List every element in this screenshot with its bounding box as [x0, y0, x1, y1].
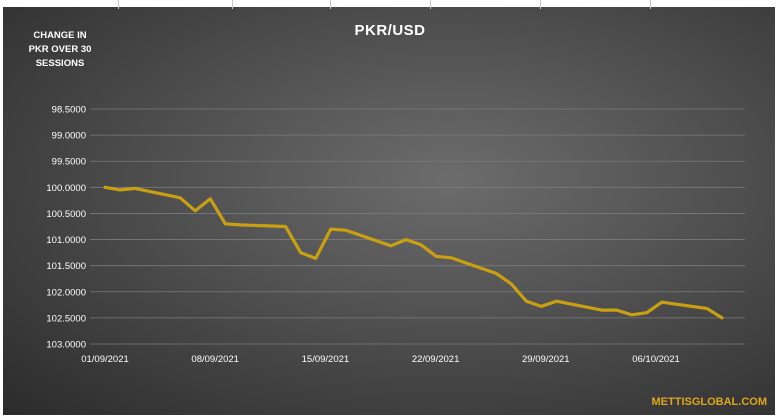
- gridlines: [90, 108, 745, 345]
- top-edge-tick: [118, 0, 119, 9]
- series-layer: [103, 185, 724, 320]
- data-point: [555, 300, 558, 303]
- x-tick-label: 29/09/2021: [522, 354, 570, 365]
- y-tick-label: 103.0000: [46, 340, 86, 351]
- data-point: [209, 197, 212, 200]
- data-point: [344, 229, 347, 232]
- data-point: [660, 301, 663, 304]
- y-axis-label-line: SESSIONS: [36, 58, 85, 69]
- data-point: [284, 225, 287, 228]
- data-point: [510, 282, 513, 286]
- chart-title: PKR/USD: [354, 22, 425, 39]
- y-axis-label-line: PKR OVER 30: [29, 44, 92, 55]
- data-point: [389, 244, 393, 247]
- data-point: [239, 223, 242, 227]
- y-tick-label: 100.0000: [46, 183, 86, 194]
- data-point: [495, 272, 498, 275]
- y-tick-label: 102.0000: [46, 287, 86, 298]
- data-point: [103, 186, 107, 189]
- top-edge-tick: [232, 0, 233, 9]
- data-point: [314, 257, 317, 260]
- y-tick-label: 101.5000: [46, 261, 86, 272]
- y-axis-ticks: 98.5000 99.0000 99.5000 100.0000 100.5000 101…: [46, 105, 86, 351]
- data-point: [299, 251, 302, 254]
- top-edge-tick: [430, 0, 431, 9]
- top-edge-tick: [650, 0, 651, 9]
- x-tick-label: 06/10/2021: [632, 354, 680, 365]
- data-point: [329, 227, 332, 231]
- data-point: [434, 255, 438, 258]
- data-point: [449, 256, 453, 259]
- data-point: [133, 187, 137, 190]
- data-point: [720, 316, 724, 320]
- data-point: [404, 238, 408, 241]
- y-tick-label: 100.5000: [46, 209, 86, 220]
- data-point: [525, 300, 528, 303]
- y-tick-label: 99.5000: [52, 157, 86, 168]
- y-axis-label-line: CHANGE IN: [33, 30, 86, 41]
- x-tick-label: 22/09/2021: [412, 354, 460, 365]
- data-point: [645, 311, 648, 314]
- brand-watermark: METTISGLOBAL.COM: [652, 396, 768, 408]
- data-point: [630, 313, 633, 316]
- data-point: [179, 196, 182, 199]
- top-edge-tick: [540, 0, 541, 9]
- x-tick-label: 01/09/2021: [81, 354, 129, 365]
- data-point: [118, 188, 122, 192]
- data-point: [540, 305, 543, 308]
- y-tick-label: 98.5000: [52, 105, 86, 116]
- x-axis-ticks: 01/09/2021 08/09/2021 15/09/2021 22/09/2021…: [81, 354, 680, 365]
- chart-panel: [3, 7, 775, 415]
- data-point: [194, 209, 197, 212]
- y-axis-label: CHANGE IN PKR OVER 30 SESSIONS: [29, 30, 92, 69]
- y-tick-label: 99.0000: [52, 131, 86, 142]
- data-point: [705, 307, 709, 310]
- y-tick-label: 102.5000: [46, 313, 86, 324]
- data-point: [600, 308, 603, 312]
- x-tick-label: 15/09/2021: [302, 354, 350, 365]
- data-point: [224, 222, 227, 226]
- x-tick-label: 08/09/2021: [191, 354, 239, 365]
- data-point: [615, 308, 618, 312]
- y-tick-label: 101.0000: [46, 235, 86, 246]
- series-line: [103, 185, 724, 320]
- data-point: [419, 243, 423, 246]
- top-edge-tick: [330, 0, 331, 9]
